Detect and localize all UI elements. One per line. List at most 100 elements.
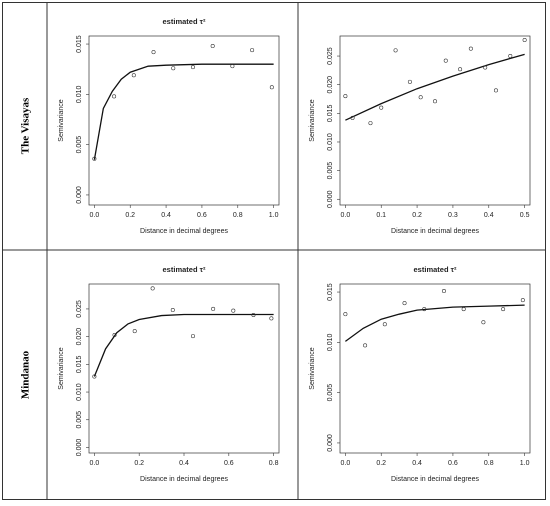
x-tick-label: 1.0 bbox=[520, 460, 530, 467]
point bbox=[458, 67, 463, 72]
x-tick-label: 0.2 bbox=[412, 212, 422, 219]
x-axis-label: Distance in decimal degrees bbox=[391, 228, 479, 235]
y-tick-label: 0.015 bbox=[76, 355, 83, 373]
plot-frame bbox=[88, 35, 280, 206]
x-tick-label: 0.6 bbox=[197, 212, 207, 219]
x-tick-label: 0.4 bbox=[179, 460, 189, 467]
y-tick-label: 0.010 bbox=[327, 333, 334, 351]
point bbox=[350, 115, 355, 120]
fitted-curve bbox=[93, 313, 274, 377]
plot-frame bbox=[339, 35, 531, 206]
y-tick-label: 0.020 bbox=[76, 328, 83, 346]
point bbox=[151, 50, 156, 55]
point bbox=[92, 374, 97, 379]
y-tick-label: 0.025 bbox=[76, 300, 83, 318]
point bbox=[131, 73, 136, 78]
x-tick-label: 0.3 bbox=[448, 212, 458, 219]
x-tick-label: 0.6 bbox=[224, 460, 234, 467]
outer-border bbox=[2, 2, 546, 500]
chart-title: estimated τ² bbox=[163, 265, 206, 274]
point bbox=[343, 312, 348, 317]
point bbox=[190, 65, 195, 70]
y-tick-label: 0.015 bbox=[76, 35, 83, 53]
point bbox=[432, 99, 437, 104]
x-axis-label: Distance in decimal degrees bbox=[140, 476, 228, 483]
point bbox=[522, 38, 527, 43]
x-tick-label: 1.0 bbox=[269, 212, 279, 219]
point bbox=[210, 44, 215, 49]
point bbox=[483, 65, 488, 70]
fitted-curve bbox=[345, 53, 525, 121]
point bbox=[368, 121, 373, 126]
y-tick-label: 0.005 bbox=[76, 136, 83, 154]
point bbox=[481, 320, 486, 325]
x-tick-label: 0.0 bbox=[341, 212, 351, 219]
x-tick-label: 0.5 bbox=[520, 212, 530, 219]
point bbox=[443, 58, 448, 63]
x-tick-label: 0.4 bbox=[412, 460, 422, 467]
point bbox=[92, 156, 97, 161]
point bbox=[231, 308, 236, 313]
y-tick-label: 0.000 bbox=[76, 186, 83, 204]
x-tick-label: 0.8 bbox=[484, 460, 494, 467]
point bbox=[112, 332, 117, 337]
point bbox=[501, 307, 506, 312]
point bbox=[382, 322, 387, 327]
point bbox=[422, 307, 427, 312]
point bbox=[132, 329, 137, 334]
fitted-curve bbox=[93, 63, 274, 160]
y-axis-label: Semivariance bbox=[58, 99, 65, 142]
point bbox=[211, 306, 216, 311]
y-tick-label: 0.000 bbox=[327, 190, 334, 208]
y-tick-label: 0.000 bbox=[76, 439, 83, 457]
plot-frame bbox=[88, 283, 280, 454]
point bbox=[508, 54, 513, 59]
point bbox=[402, 301, 407, 306]
y-axis-label: Semivariance bbox=[309, 347, 316, 390]
y-tick-label: 0.020 bbox=[327, 76, 334, 94]
row-label: The Visayas bbox=[20, 97, 32, 154]
point bbox=[493, 88, 498, 93]
point bbox=[112, 94, 117, 99]
point bbox=[171, 66, 176, 71]
x-tick-label: 0.6 bbox=[448, 460, 458, 467]
point bbox=[379, 105, 384, 110]
x-tick-label: 0.2 bbox=[125, 212, 135, 219]
point bbox=[441, 289, 446, 294]
y-tick-label: 0.015 bbox=[327, 283, 334, 301]
x-tick-label: 0.4 bbox=[484, 212, 494, 219]
point bbox=[393, 48, 398, 53]
point bbox=[363, 343, 368, 348]
point bbox=[230, 64, 235, 69]
x-tick-label: 0.0 bbox=[90, 212, 100, 219]
plot-frame bbox=[339, 283, 531, 454]
point bbox=[343, 94, 348, 99]
point bbox=[250, 48, 255, 53]
y-tick-label: 0.010 bbox=[76, 85, 83, 103]
x-tick-label: 0.0 bbox=[90, 460, 100, 467]
x-axis-label: Distance in decimal degrees bbox=[391, 476, 479, 483]
chart-title: estimated τ² bbox=[163, 17, 206, 26]
x-axis-label: Distance in decimal degrees bbox=[140, 228, 228, 235]
chart-title: estimated τ² bbox=[414, 265, 457, 274]
x-tick-label: 0.4 bbox=[161, 212, 171, 219]
point bbox=[269, 85, 274, 90]
x-tick-label: 0.0 bbox=[341, 460, 351, 467]
y-tick-label: 0.000 bbox=[327, 434, 334, 452]
y-axis-label: Semivariance bbox=[309, 99, 316, 142]
point bbox=[269, 316, 274, 321]
x-tick-label: 0.2 bbox=[134, 460, 144, 467]
x-tick-label: 0.8 bbox=[269, 460, 279, 467]
y-axis-label: Semivariance bbox=[58, 347, 65, 390]
point bbox=[150, 286, 155, 291]
y-tick-label: 0.010 bbox=[76, 383, 83, 401]
y-tick-label: 0.010 bbox=[327, 133, 334, 151]
row-label: Mindanao bbox=[20, 350, 32, 399]
x-tick-label: 0.8 bbox=[233, 212, 243, 219]
point bbox=[251, 313, 256, 318]
point bbox=[190, 334, 195, 339]
x-tick-label: 0.2 bbox=[376, 460, 386, 467]
y-tick-label: 0.005 bbox=[327, 162, 334, 180]
y-tick-label: 0.005 bbox=[327, 384, 334, 402]
